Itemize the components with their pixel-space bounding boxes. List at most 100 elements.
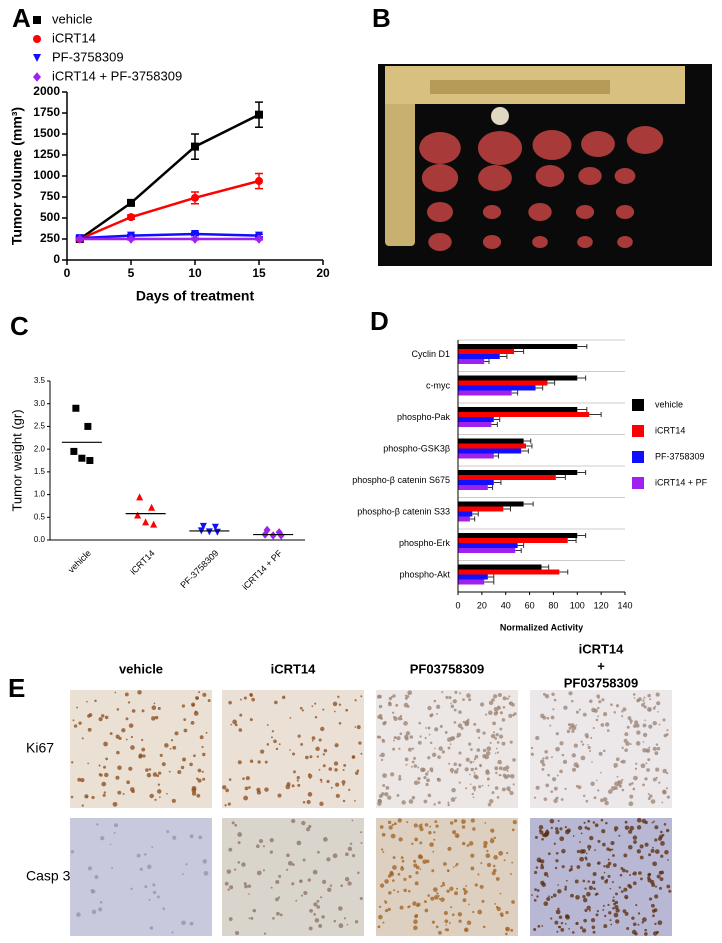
- cell: [183, 728, 188, 733]
- cell: [628, 844, 633, 850]
- cell: [397, 818, 402, 823]
- cell: [557, 889, 562, 894]
- cell: [230, 723, 233, 726]
- cell: [286, 868, 289, 871]
- cell: [654, 922, 657, 926]
- cell: [452, 699, 457, 704]
- cell: [376, 735, 380, 739]
- cell: [433, 803, 436, 806]
- cell: [104, 772, 109, 778]
- cell: [606, 729, 610, 732]
- cell: [289, 749, 291, 751]
- cell: [604, 800, 609, 806]
- cell: [565, 879, 568, 882]
- cell: [536, 889, 540, 892]
- tumor: [478, 165, 512, 191]
- cell: [232, 719, 237, 725]
- cell: [506, 852, 509, 855]
- cell: [338, 703, 342, 706]
- cell: [583, 918, 587, 923]
- cell: [495, 732, 499, 737]
- series-line: [79, 179, 260, 241]
- cell: [381, 739, 386, 743]
- cell: [633, 840, 637, 844]
- micrograph: [222, 818, 364, 936]
- cell: [429, 767, 434, 772]
- cell: [326, 779, 330, 784]
- cell: [632, 835, 638, 840]
- cell: [555, 830, 560, 835]
- cell: [427, 894, 431, 897]
- x-tick-label: 20: [477, 600, 487, 610]
- cell: [591, 761, 593, 763]
- cell: [419, 827, 424, 832]
- cell: [417, 740, 422, 745]
- error-bar: [493, 480, 502, 485]
- cell: [552, 708, 555, 711]
- cell: [231, 821, 235, 825]
- cell: [587, 819, 591, 823]
- cell: [609, 887, 612, 890]
- cell: [384, 792, 389, 797]
- legend-marker: [33, 54, 41, 62]
- cell: [114, 823, 119, 828]
- cell: [137, 690, 142, 695]
- cell: [662, 789, 667, 794]
- error-bar: [523, 501, 534, 507]
- legend-swatch: [632, 451, 644, 463]
- cell: [598, 751, 603, 756]
- cell: [547, 875, 549, 878]
- cell: [605, 722, 610, 727]
- cell: [459, 763, 461, 766]
- cell: [494, 752, 497, 755]
- cell: [472, 910, 475, 914]
- cell: [109, 843, 112, 846]
- cell: [635, 741, 641, 746]
- cell: [546, 716, 550, 720]
- y-tick-label: 1.0: [34, 490, 46, 499]
- cell: [590, 917, 596, 923]
- cell: [491, 791, 495, 795]
- cell: [277, 793, 282, 798]
- cell: [552, 893, 557, 898]
- cell: [447, 801, 450, 804]
- cell: [496, 796, 500, 799]
- cell: [583, 897, 588, 903]
- category-label: phospho-β catenin S33: [357, 507, 450, 517]
- tumor: [482, 235, 502, 249]
- cell: [636, 817, 642, 823]
- cell: [648, 746, 651, 749]
- cell: [615, 919, 620, 924]
- cell: [644, 820, 648, 825]
- cell: [377, 801, 382, 806]
- cell: [476, 728, 481, 733]
- cell: [586, 862, 591, 867]
- cell: [252, 908, 257, 913]
- legend-label: iCRT14 + PF: [655, 477, 708, 487]
- cell: [403, 877, 407, 881]
- cell: [408, 799, 414, 804]
- legend-marker: [33, 72, 41, 82]
- cell: [555, 796, 559, 800]
- cell: [450, 704, 455, 709]
- cell: [245, 776, 250, 781]
- cell: [652, 777, 657, 782]
- cell: [468, 903, 470, 906]
- cell: [557, 884, 559, 886]
- cell: [665, 828, 670, 833]
- cell: [138, 754, 143, 759]
- bar: [458, 438, 524, 444]
- cell: [443, 911, 448, 916]
- cell: [536, 895, 539, 898]
- cell: [581, 928, 587, 933]
- cell: [590, 736, 593, 739]
- cell: [388, 701, 392, 705]
- cell: [486, 862, 492, 868]
- cell: [555, 746, 560, 752]
- cell: [505, 927, 509, 931]
- cell: [316, 905, 321, 909]
- cell: [660, 870, 665, 875]
- cell: [98, 717, 103, 722]
- micrograph: [222, 690, 364, 808]
- cell: [189, 834, 194, 839]
